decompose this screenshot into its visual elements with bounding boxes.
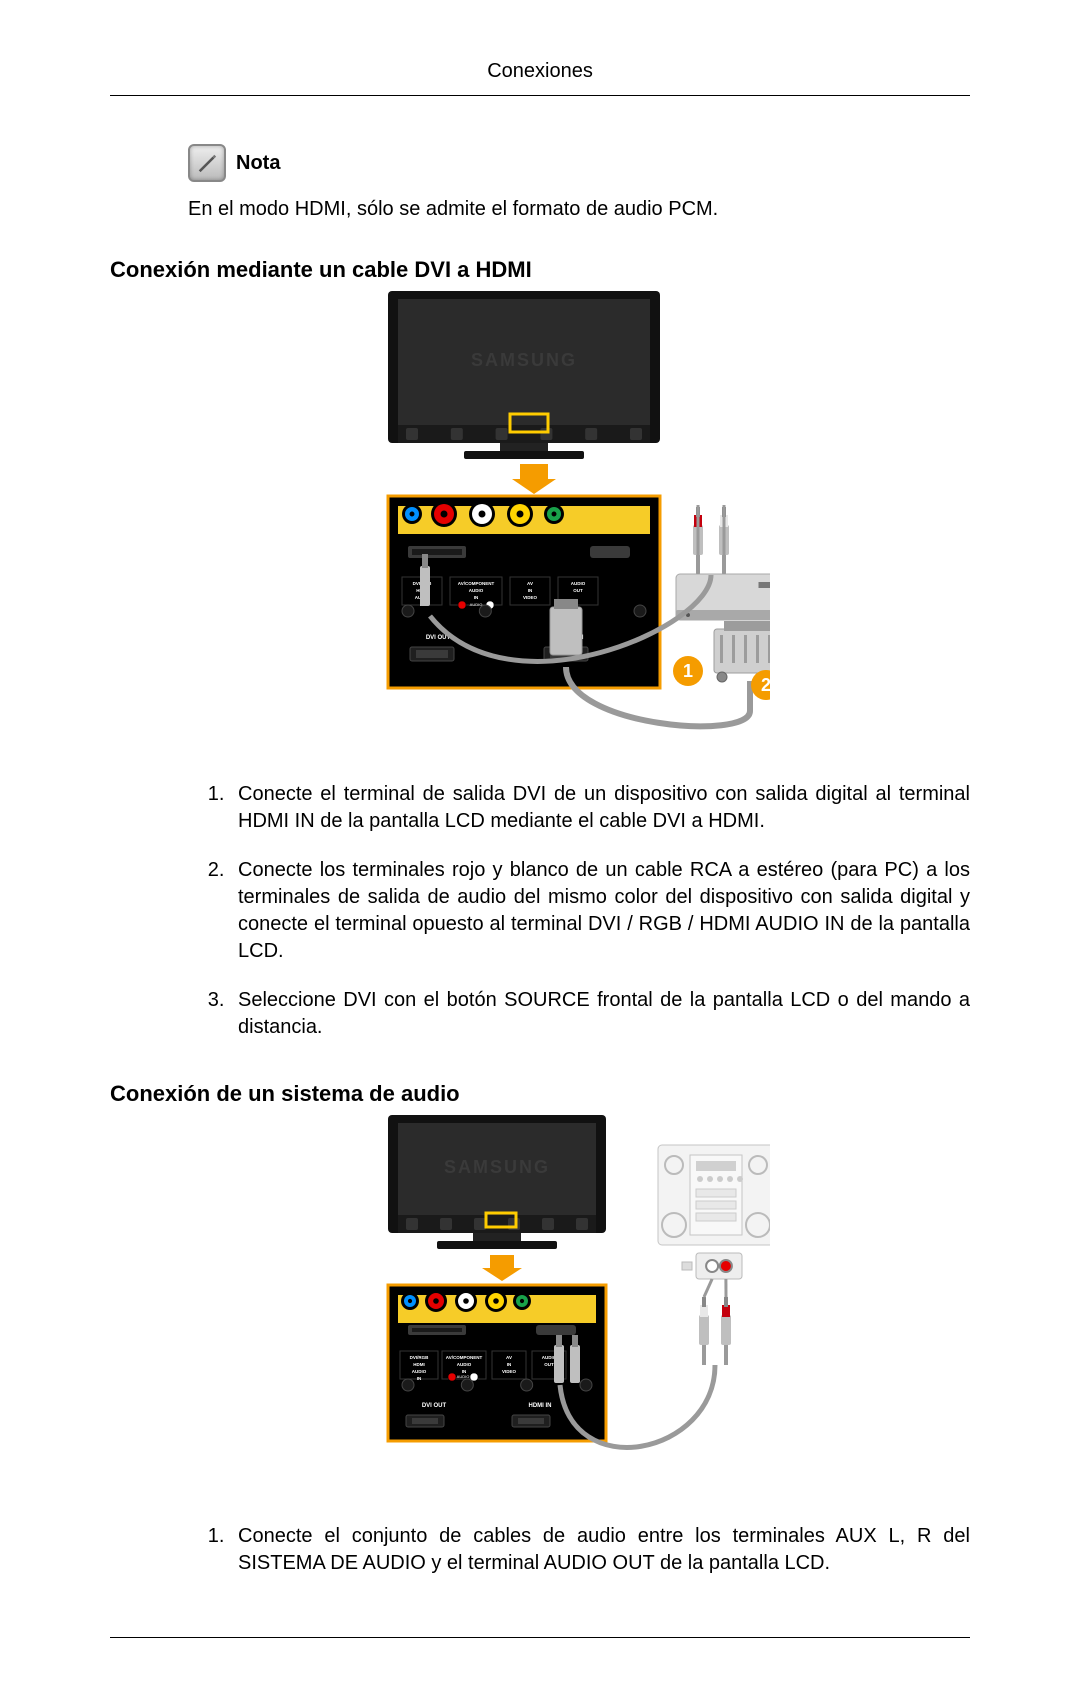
section1-heading: Conexión mediante un cable DVI a HDMI [110,257,970,283]
svg-text:VIDEO: VIDEO [523,595,538,600]
svg-text:1: 1 [683,661,693,681]
svg-text:AUDIO: AUDIO [571,581,586,586]
svg-text:OUT: OUT [544,1362,554,1367]
document-page: Conexiones Nota En el modo HDMI, sólo se… [0,0,1080,1698]
svg-text:2: 2 [761,675,770,695]
note-text: En el modo HDMI, sólo se admite el forma… [188,198,970,221]
svg-text:IN: IN [528,588,533,593]
svg-text:AV/COMPONENT: AV/COMPONENT [446,1355,483,1360]
svg-text:DVI OUT: DVI OUT [422,1403,447,1409]
svg-text:DVI/RGB: DVI/RGB [410,1355,430,1360]
step-item: Conecte el conjunto de cables de audio e… [230,1523,970,1577]
header-rule [110,95,970,96]
section1-diagram: SAMSUNGDVI/RGBHDMIAUDIOINAV/COMPONENTAUD… [110,291,970,753]
section2-heading: Conexión de un sistema de audio [110,1081,970,1107]
step-item: Conecte el terminal de salida DVI de un … [230,781,970,835]
svg-text:IN: IN [507,1362,512,1367]
svg-text:VIDEO: VIDEO [502,1369,517,1374]
section2-diagram: SAMSUNG DVI/RGB HDMI AUDIO IN AV/COMPONENT AUD… [110,1115,970,1495]
svg-text:HDMI IN: HDMI IN [529,1403,552,1409]
footer-rule [110,1637,970,1638]
step-item: Seleccione DVI con el botón SOURCE front… [230,987,970,1041]
svg-text:SAMSUNG: SAMSUNG [471,350,577,370]
step-item: Conecte los terminales rojo y blanco de … [230,857,970,965]
note-icon [188,144,226,182]
svg-text:AUDIO: AUDIO [412,1369,427,1374]
page-header-title: Conexiones [110,60,970,83]
section1-steps: Conecte el terminal de salida DVI de un … [188,781,970,1041]
svg-text:SAMSUNG: SAMSUNG [444,1157,550,1177]
svg-text:IN: IN [417,1376,422,1381]
note-row: Nota [188,144,970,182]
svg-text:AUDIO: AUDIO [469,588,484,593]
svg-text:IN: IN [474,595,479,600]
note-label: Nota [236,152,280,175]
svg-text:AUDIO: AUDIO [457,1374,470,1379]
section2-steps: Conecte el conjunto de cables de audio e… [188,1523,970,1577]
svg-text:AUDIO: AUDIO [457,1362,472,1367]
svg-text:AUDIO: AUDIO [470,602,483,607]
svg-text:HDMI: HDMI [413,1362,425,1367]
svg-text:AV/COMPONENT: AV/COMPONENT [458,581,495,586]
svg-text:AV: AV [527,581,533,586]
svg-text:OUT: OUT [573,588,583,593]
svg-text:AV: AV [506,1355,512,1360]
